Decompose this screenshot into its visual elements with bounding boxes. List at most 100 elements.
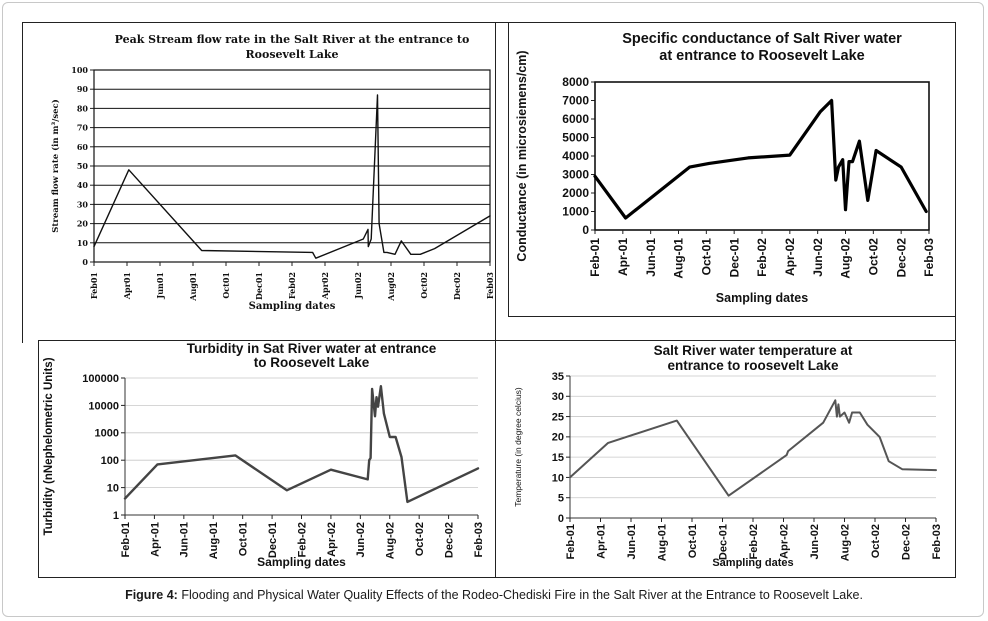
x-tick-label: Dec-01 bbox=[717, 524, 729, 560]
x-tick-label: Feb01 bbox=[89, 272, 99, 299]
y-tick-label: 20 bbox=[552, 432, 564, 444]
y-axis-label: Stream flow rate (in m³/sec) bbox=[50, 99, 61, 232]
x-tick-label: Jun02 bbox=[353, 272, 363, 300]
series-line bbox=[93, 94, 491, 259]
x-tick-label: Feb-01 bbox=[565, 524, 577, 559]
x-tick-label: Feb-03 bbox=[931, 524, 943, 559]
y-axis-label: Conductance (in microsiemens/cm) bbox=[515, 50, 529, 261]
y-tick-label: 1 bbox=[113, 510, 119, 522]
x-tick-label: Aug-02 bbox=[839, 524, 851, 561]
series-line bbox=[593, 98, 928, 220]
figure-caption: Figure 4: Flooding and Physical Water Qu… bbox=[0, 588, 988, 602]
x-tick-label: Jun-02 bbox=[809, 524, 821, 559]
x-tick-label: Apr-01 bbox=[149, 522, 161, 557]
y-tick-label: 30 bbox=[552, 391, 564, 403]
y-tick-label: 10000 bbox=[88, 400, 119, 412]
x-tick-label: Apr-02 bbox=[778, 524, 790, 559]
series-line bbox=[569, 399, 937, 497]
panel-border bbox=[38, 577, 956, 578]
x-tick-label: Dec01 bbox=[254, 272, 264, 300]
x-axis-label: Sampling dates bbox=[716, 291, 808, 305]
x-tick-label: Jun-02 bbox=[811, 238, 825, 277]
chart-title: Turbidity in Sat River water at entrance bbox=[187, 342, 437, 356]
y-tick-label: 7000 bbox=[562, 94, 589, 108]
y-tick-label: 40 bbox=[77, 180, 89, 190]
x-tick-label: Feb-03 bbox=[922, 238, 936, 277]
x-tick-label: Feb-02 bbox=[755, 238, 769, 277]
x-tick-label: Oct01 bbox=[221, 272, 231, 299]
y-tick-label: 30 bbox=[77, 199, 89, 209]
x-tick-label: Aug02 bbox=[386, 272, 396, 302]
x-tick-label: Aug-01 bbox=[672, 238, 686, 279]
y-tick-label: 60 bbox=[77, 142, 89, 152]
y-tick-label: 0 bbox=[558, 513, 564, 525]
series-line bbox=[123, 385, 480, 504]
panel-border bbox=[955, 22, 956, 578]
y-tick-label: 0 bbox=[582, 223, 589, 237]
panel-border bbox=[38, 340, 956, 341]
chart-title: at entrance to Roosevelt Lake bbox=[659, 48, 865, 64]
x-tick-label: Feb-02 bbox=[748, 524, 760, 559]
y-tick-label: 35 bbox=[552, 371, 564, 383]
y-tick-label: 25 bbox=[552, 411, 564, 423]
x-tick-label: Apr02 bbox=[320, 272, 330, 300]
x-tick-label: Feb-01 bbox=[120, 522, 132, 557]
x-tick-label: Oct-02 bbox=[414, 522, 426, 556]
chart-title: Specific conductance of Salt River water bbox=[622, 31, 902, 47]
chart-conductance: Specific conductance of Salt River water… bbox=[509, 24, 954, 316]
chart-title: entrance to roosevelt Lake bbox=[667, 358, 839, 373]
y-tick-label: 5 bbox=[558, 493, 564, 505]
x-tick-label: Oct-01 bbox=[700, 238, 714, 276]
x-tick-label: Feb-02 bbox=[296, 522, 308, 557]
x-tick-label: Aug-02 bbox=[385, 522, 397, 559]
chart-title: Salt River water temperature at bbox=[654, 343, 853, 358]
y-tick-label: 8000 bbox=[562, 75, 589, 89]
y-tick-label: 5000 bbox=[562, 131, 589, 145]
x-tick-label: Dec-02 bbox=[894, 238, 908, 278]
x-tick-label: Oct02 bbox=[419, 272, 429, 299]
y-tick-label: 4000 bbox=[562, 149, 589, 163]
chart-turbidity-svg: Turbidity in Sat River water at entrance… bbox=[43, 342, 485, 569]
x-tick-label: Dec-02 bbox=[443, 522, 455, 558]
chart-temperature-svg: Salt River water temperature atentrance … bbox=[513, 343, 943, 569]
y-tick-label: 90 bbox=[77, 84, 89, 94]
x-tick-label: Jun-01 bbox=[644, 238, 658, 277]
x-tick-label: Aug-02 bbox=[839, 238, 853, 279]
y-axis-label: Turbidity (nNephelometric Units) bbox=[43, 357, 55, 535]
y-tick-label: 6000 bbox=[562, 112, 589, 126]
x-tick-label: Oct-02 bbox=[867, 238, 881, 276]
panel-border bbox=[38, 340, 39, 578]
x-tick-label: Apr01 bbox=[122, 272, 132, 300]
y-tick-label: 20 bbox=[77, 219, 89, 229]
x-tick-label: Oct-01 bbox=[238, 522, 250, 556]
chart-turbidity: Turbidity in Sat River water at entrance… bbox=[40, 342, 494, 576]
chart-title: Roosevelt Lake bbox=[246, 48, 339, 61]
y-tick-label: 1000 bbox=[95, 428, 119, 440]
y-tick-label: 100 bbox=[71, 65, 88, 75]
x-tick-label: Aug-01 bbox=[656, 524, 668, 561]
y-tick-label: 0 bbox=[82, 257, 88, 267]
x-tick-label: Oct-01 bbox=[687, 524, 699, 558]
x-tick-label: Apr-01 bbox=[616, 238, 630, 276]
x-tick-label: Feb-03 bbox=[473, 522, 485, 557]
y-tick-label: 10 bbox=[552, 472, 564, 484]
x-tick-label: Jun-01 bbox=[626, 524, 638, 559]
y-tick-label: 50 bbox=[77, 161, 89, 171]
x-tick-label: Feb-01 bbox=[588, 238, 602, 277]
x-tick-label: Apr-02 bbox=[783, 238, 797, 276]
x-tick-label: Oct-02 bbox=[870, 524, 882, 558]
y-tick-label: 100000 bbox=[82, 373, 119, 385]
x-tick-label: Dec-01 bbox=[267, 522, 279, 558]
x-tick-label: Jun-02 bbox=[355, 522, 367, 557]
y-axis-label: Temperature (in degree celcius) bbox=[513, 387, 523, 507]
y-tick-label: 70 bbox=[77, 123, 89, 133]
chart-temperature: Salt River water temperature at entrance … bbox=[500, 342, 954, 576]
x-tick-label: Feb02 bbox=[287, 272, 297, 299]
panel-border bbox=[22, 22, 23, 343]
y-tick-label: 15 bbox=[552, 452, 564, 464]
y-tick-label: 3000 bbox=[562, 168, 589, 182]
y-tick-label: 100 bbox=[101, 455, 119, 467]
x-tick-label: Feb03 bbox=[485, 272, 494, 299]
chart-title: Peak Stream flow rate in the Salt River … bbox=[115, 33, 470, 46]
